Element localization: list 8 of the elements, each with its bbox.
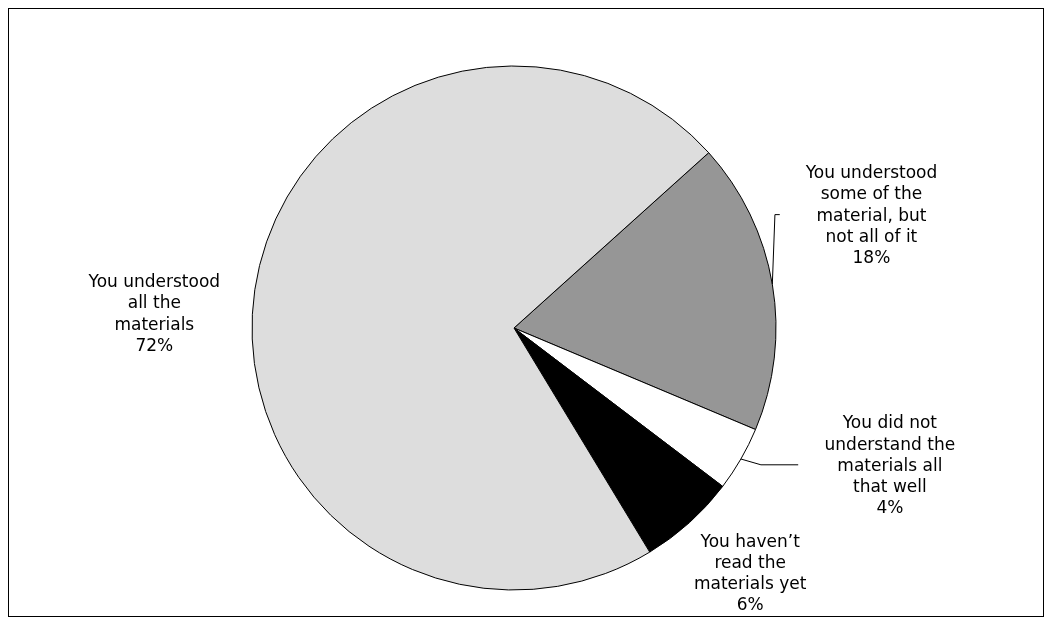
slice-label: You haven’t read the materials yet — [693, 530, 807, 594]
data-label: 6% — [736, 594, 764, 615]
data-label: 18% — [852, 247, 891, 268]
data-label: 4% — [876, 497, 904, 518]
slice-label: You understood some of the material, but not all of it — [804, 162, 938, 246]
slice-label: You understood all the materials — [87, 271, 221, 334]
slice-label: You did not understand the materials all that well — [824, 412, 956, 497]
data-label: 72% — [135, 334, 174, 355]
